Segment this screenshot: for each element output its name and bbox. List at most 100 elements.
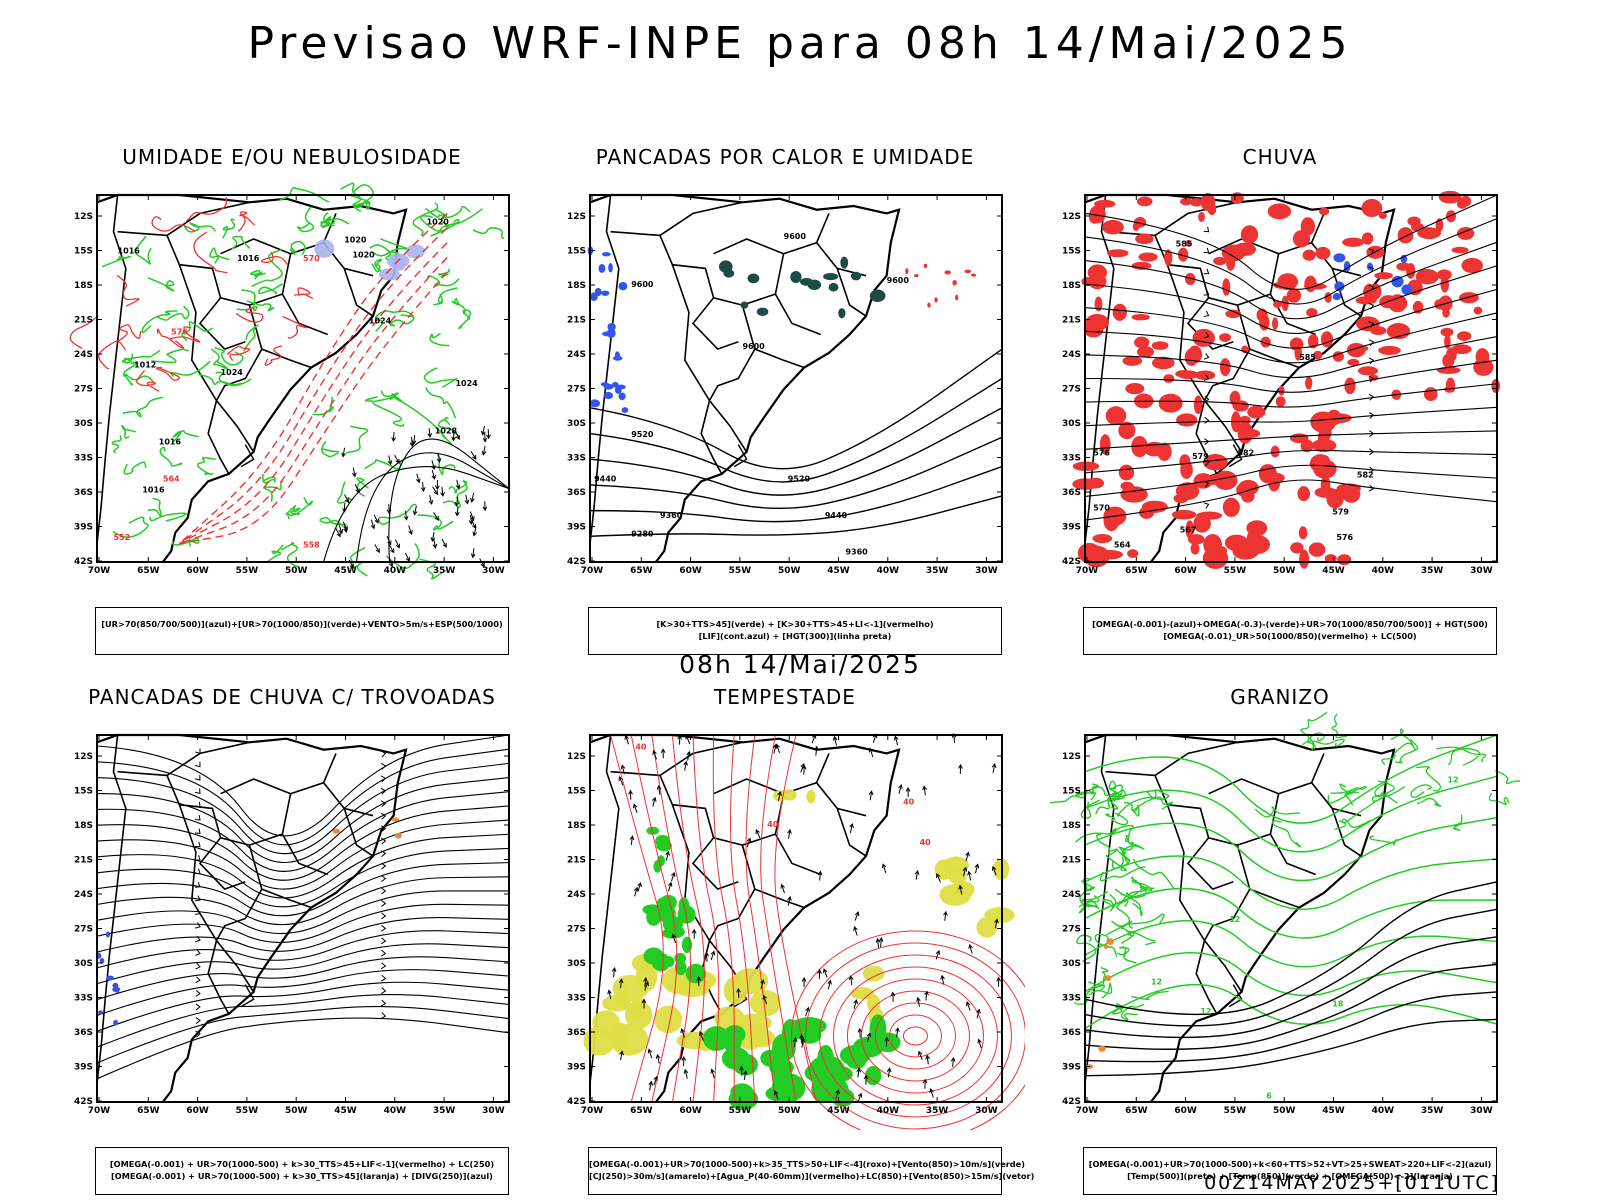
- state-border: [713, 778, 784, 795]
- lat-tick-label: 30S: [1062, 959, 1081, 969]
- wind-vector: [800, 763, 805, 773]
- vector-head: [762, 994, 767, 1000]
- temp850-green-small: [1488, 792, 1510, 806]
- stream-arrowhead: [380, 1012, 387, 1019]
- wind-vector: [801, 1038, 805, 1048]
- hgt-label: 9600: [631, 280, 654, 289]
- rain-red-area: [1139, 506, 1155, 519]
- lif-blue-contour: [606, 328, 616, 338]
- vector-head: [868, 790, 874, 796]
- temp-label: 12: [1448, 776, 1459, 785]
- divergence-blue-group: [95, 931, 121, 1026]
- lc850-contour: [791, 930, 1025, 1130]
- wind-vector: [994, 919, 998, 929]
- rain-red-area: [1327, 409, 1342, 426]
- stream-arrowhead: [1204, 438, 1210, 446]
- state-border: [1237, 293, 1316, 336]
- wind-vector: [823, 968, 828, 978]
- wind-vector-group: [607, 732, 1002, 1103]
- lat-tick-label: 24S: [74, 890, 93, 900]
- wind-vector: [965, 852, 969, 862]
- wind-vector: [433, 538, 436, 548]
- humidity-green-contour: [289, 240, 306, 256]
- wind-vector: [354, 483, 360, 493]
- rain-red-area: [1122, 355, 1143, 366]
- kindex-red-area: [954, 294, 959, 301]
- lon-tick-label: 45W: [1322, 1106, 1345, 1116]
- humidity-blue-area: [378, 268, 400, 281]
- kindex-area: [790, 270, 802, 283]
- lat-tick-label: 33S: [1062, 994, 1081, 1004]
- temp850-green-contour: [1131, 804, 1140, 817]
- vector-head: [792, 1037, 798, 1042]
- rain-red-area: [1193, 395, 1203, 415]
- lat-tick-label: 39S: [74, 523, 93, 533]
- humidity-green-contour: [124, 373, 155, 386]
- stream-arrowhead: [1203, 502, 1210, 509]
- contour-label: 40: [903, 798, 915, 807]
- stream-arrowhead: [380, 962, 387, 970]
- wind-vector: [456, 506, 459, 516]
- vector-head: [387, 540, 392, 546]
- legend-line: [UR>70(850/700/500)](azul)+[UR>70(1000/8…: [101, 619, 503, 629]
- rain-red-area: [1297, 486, 1311, 502]
- lc250-streamline: [96, 1017, 510, 1080]
- lc250-streamline: [96, 748, 510, 846]
- state-border: [815, 213, 830, 244]
- stream-arrowhead: [195, 1003, 201, 1011]
- rain-red-area: [1491, 379, 1501, 393]
- hgt300-contour: [589, 377, 1003, 483]
- wind-vector: [952, 1057, 954, 1067]
- thickness-red-contour-group: [178, 212, 448, 545]
- stream-arrowhead: [380, 775, 387, 783]
- humidity-green-contour: [222, 218, 236, 239]
- state-border: [691, 297, 739, 351]
- vector-head: [924, 990, 929, 996]
- stream-arrowhead: [381, 887, 387, 895]
- humidity-green-contour: [448, 479, 468, 494]
- lagoon: [1228, 444, 1243, 468]
- humidity-green-contour: [425, 205, 471, 219]
- lat-tick-label: 39S: [1062, 1063, 1081, 1073]
- rain-red-area: [1151, 341, 1169, 350]
- lat-tick-label: 15S: [567, 247, 586, 257]
- humidity-green-contour: [430, 208, 483, 237]
- lc250-streamline: [96, 903, 510, 943]
- jet-yellow-area: [583, 1026, 616, 1056]
- jet-yellow-area: [609, 1023, 649, 1056]
- lon-tick-label: 30W: [975, 566, 998, 576]
- temp850-green-contour: [1089, 785, 1118, 797]
- wind-vector: [470, 511, 475, 521]
- wind-vector: [866, 1033, 871, 1043]
- thickness-red-small: [69, 315, 99, 349]
- rain-red-area: [1286, 288, 1302, 303]
- vector-head: [355, 488, 360, 494]
- rain-red-area: [1315, 246, 1331, 260]
- temp850-green-contour: [1084, 855, 1498, 910]
- humidity-green-contour: [123, 461, 147, 475]
- lat-tick-label: 18S: [567, 281, 586, 291]
- rain-red-area: [1302, 249, 1316, 261]
- cyclone-group: [791, 930, 1025, 1130]
- vector-head: [482, 506, 488, 512]
- rain-red-area: [1378, 345, 1401, 355]
- lon-tick-label: 45W: [334, 1106, 357, 1116]
- lif-blue-contour: [589, 399, 601, 408]
- wind-vector: [343, 523, 347, 533]
- state-border: [343, 268, 374, 317]
- humidity-green-contour: [101, 255, 132, 268]
- thickness-red-contour: [179, 271, 448, 545]
- vector-head: [686, 750, 692, 756]
- stream-arrowhead: [195, 1017, 201, 1024]
- lc250-streamline: [96, 917, 510, 953]
- lc250-streamline: [96, 1006, 510, 1064]
- wind-vector: [630, 836, 633, 846]
- wind-vector: [471, 519, 476, 529]
- wind-vector: [898, 784, 902, 794]
- legend-line: [CJ(250)>30m/s](amarelo)+[Agua_P(40-60mm…: [589, 1171, 1035, 1181]
- state-border: [671, 264, 748, 453]
- wind-vector: [432, 486, 438, 495]
- state-border: [249, 833, 328, 876]
- wind-vector: [976, 1009, 980, 1019]
